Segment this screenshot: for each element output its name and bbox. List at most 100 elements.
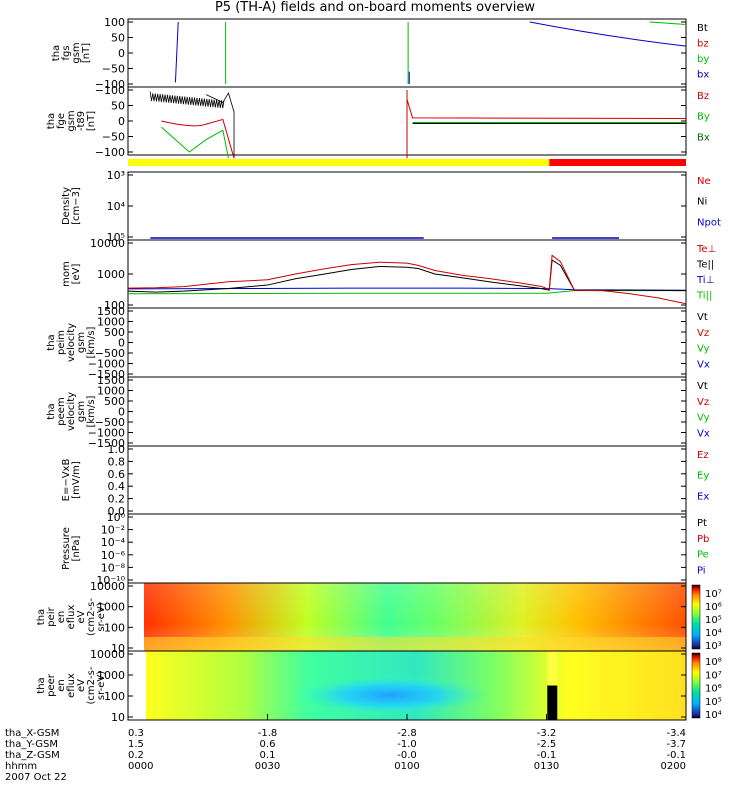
panel-frame (127, 376, 687, 447)
legend-pi: Pi (697, 565, 706, 576)
ytick-label: 1000 (97, 268, 125, 281)
panel-frame (127, 239, 687, 309)
ylabel-line: sr-eV) (96, 671, 107, 700)
ylabel: tha peir en eflux eV (cm2-s-sr-eV) (36, 598, 107, 636)
ytick-label: 10⁻⁸ (101, 561, 126, 574)
ylabel-line: gsm (71, 42, 82, 63)
ylabel-line: peim (56, 330, 67, 355)
legend-pe: Pe (697, 550, 709, 561)
legend-npot: Npot (697, 217, 721, 228)
ytick-label: −500 (95, 416, 125, 429)
legend-bz: bz (697, 39, 709, 50)
colorbar (691, 584, 701, 650)
ylabel-line: -t89 (76, 111, 87, 131)
ylabel-line: tha (51, 45, 62, 61)
ylabel: tha peer en eflux eV (cm2-s-sr-eV) (36, 666, 107, 704)
ylabel-line: gsm (76, 332, 87, 353)
bottom-row-value: -1.8 (258, 728, 278, 739)
legend-vz: Vz (697, 397, 709, 408)
ytick-label: 0 (118, 406, 125, 419)
ytick-label: 10 (111, 642, 125, 655)
ytick-label: 100 (104, 16, 125, 29)
ylabel-line: mom (61, 261, 72, 287)
ylabel-line: velocity (66, 323, 77, 362)
ylabel-line: eflux (66, 605, 77, 630)
colorbar-label: 10⁷ (705, 670, 722, 681)
ytick-label: 1000 (97, 601, 125, 614)
ylabel-line: [eV] (71, 264, 82, 285)
bottom-row-value: -0.0 (397, 750, 417, 761)
colorbar (691, 652, 701, 719)
ytick-label: 500 (104, 395, 125, 408)
legend-by: By (697, 112, 710, 123)
legend-bx: bx (697, 70, 709, 81)
legend-vy: Vy (697, 413, 710, 424)
heatmap-blob (289, 670, 491, 712)
panel-frame (127, 513, 687, 584)
ylabel-line: en (56, 679, 67, 692)
ylabel-line: Density (61, 187, 72, 225)
heatmap-gap (128, 583, 144, 651)
legend-vx: Vx (697, 428, 710, 439)
legend-vy: Vy (697, 344, 710, 355)
ylabel-line: peem (56, 397, 67, 425)
ylabel-line: [nPa] (71, 535, 82, 561)
ylabel: mom [eV] (61, 261, 82, 287)
colorbar-label: 10⁸ (705, 657, 722, 668)
ytick-label: 10⁻⁴ (101, 536, 126, 549)
ytick-label: 0 (118, 337, 125, 350)
bottom-row-value: -2.8 (397, 728, 417, 739)
legend-bx: Bx (697, 132, 710, 143)
ytick-label: 100 (104, 690, 125, 703)
ytick-label: 0.4 (108, 480, 126, 493)
ylabel-line: eV (76, 679, 87, 692)
trace-bz2 (406, 99, 687, 120)
legend-bz: Bz (697, 91, 709, 102)
ylabel-line: fge (56, 113, 67, 129)
ylabel-line: tha (46, 334, 57, 350)
ylabel-line: [mV/m] (71, 461, 82, 499)
bottom-row-value: 0030 (255, 761, 280, 772)
bottom-row-label: tha_Z-GSM (5, 750, 60, 761)
ytick-label: 10000 (90, 648, 125, 661)
panel-frame (127, 445, 687, 515)
panel-p10: 10⁸ 10⁷ 10⁶ 10⁵ 10⁴ 10000 1000 100 10 tha peer en ef… (36, 648, 722, 724)
ytick-label: 10⁰ (107, 511, 126, 524)
ylabel-line: en (56, 611, 67, 624)
ytick-label: 1.0 (108, 443, 126, 456)
colorbar-label: 10⁶ (705, 602, 722, 613)
trace-bz (161, 118, 235, 159)
panel-p2: −100 50 0 −50 −100 tha fge gsm -t89 [nT] Bz By Bx (46, 84, 710, 159)
ylabel: tha peem velocity gsm [km/s] (46, 392, 97, 431)
legend-pt: Pt (697, 518, 707, 529)
panel-p1: 100 50 0 −50 −100 tha fgs gsm [nT] Bt bz by bx (51, 16, 709, 91)
ytick-label: −100 (95, 78, 125, 91)
panel-p9: 10⁷ 10⁶ 10⁵ 10⁴ 10³ 10000 1000 100 10 tha peir en ef… (36, 580, 722, 655)
ytick-label: 10 (111, 711, 125, 724)
legend-vz: Vz (697, 328, 709, 339)
trace-by (649, 21, 687, 25)
ylabel-line: (cm2-s- (86, 598, 97, 636)
ylabel-line: fgs (61, 45, 72, 60)
trace-te-par (127, 259, 687, 293)
ylabel: E=−VxB [mV/m] (61, 459, 82, 502)
ytick-label: 50 (111, 100, 125, 113)
ylabel-line: tha (46, 113, 57, 129)
ylabel-line: Pressure (61, 527, 72, 570)
ylabel-line: tha (36, 609, 47, 625)
date-label: 2007 Oct 22 (5, 772, 67, 783)
bottom-row-label: hhmm (5, 761, 37, 772)
ylabel-line: tha (36, 677, 47, 693)
ylabel-line: peir (46, 606, 57, 626)
trace-bx-spike (174, 21, 179, 83)
colorbar-label: 10⁷ (705, 589, 722, 600)
status-bar-segment (549, 159, 686, 166)
ytick-label: −100 (95, 84, 125, 97)
ylabel-line: peer (46, 673, 57, 697)
legend-pb: Pb (697, 534, 709, 545)
bottom-row-value: -0.1 (666, 750, 686, 761)
ylabel: Density [cm−3] (61, 187, 82, 225)
chart-title: P5 (TH-A) fields and on-board moments ov… (214, 0, 536, 15)
ylabel-line: eV (76, 610, 87, 623)
